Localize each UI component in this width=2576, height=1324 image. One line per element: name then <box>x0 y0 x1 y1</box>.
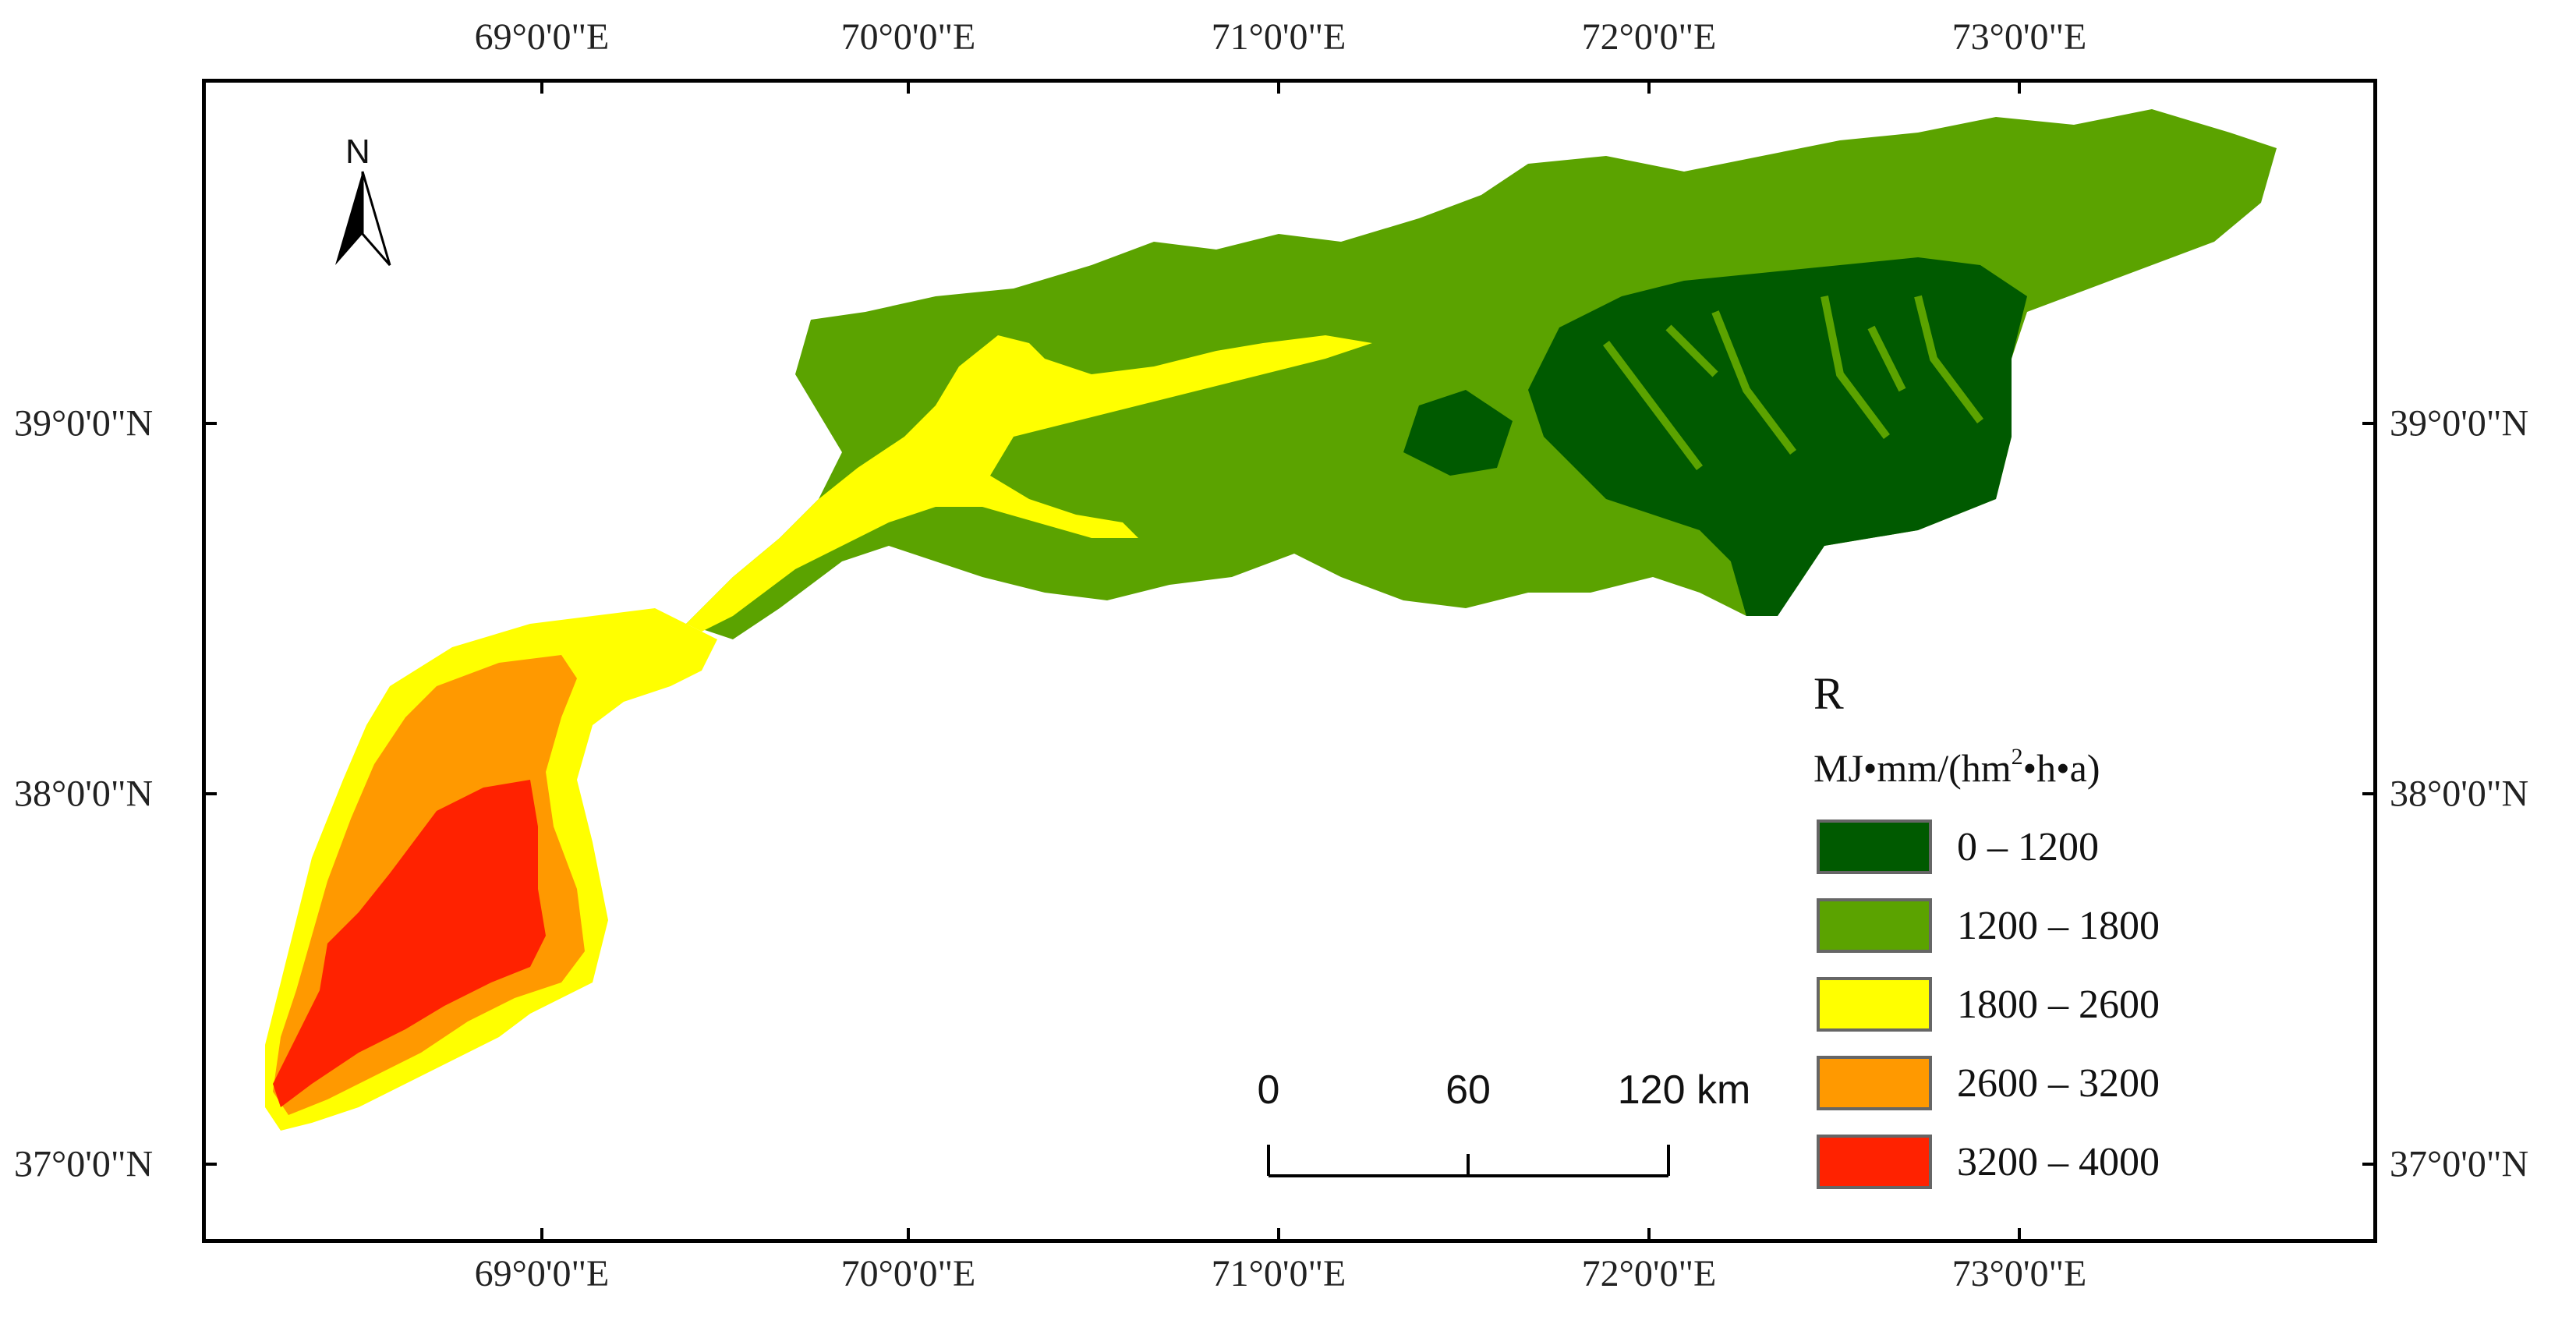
map-frame <box>202 79 2377 1243</box>
legend-item-0-1200: 0 – 1200 <box>1817 816 2099 877</box>
legend-label: 3200 – 4000 <box>1957 1139 2160 1184</box>
left-tick-39n: 39°0'0"N <box>14 402 154 444</box>
legend-label: 1200 – 1800 <box>1957 903 2160 948</box>
bottom-tick-73e: 73°0'0"E <box>1951 1253 2087 1294</box>
scale-bar <box>1267 1145 1670 1177</box>
north-label: N <box>345 133 370 171</box>
right-tick-37n: 37°0'0"N <box>2390 1143 2529 1185</box>
legend-item-1800-2600: 1800 – 2600 <box>1817 974 2160 1035</box>
bottom-tick-71e: 71°0'0"E <box>1211 1253 1346 1294</box>
zone-0-1200-lobe <box>1731 561 1793 616</box>
ridge-lines <box>1603 295 1983 470</box>
legend-swatch <box>1817 977 1932 1032</box>
top-tick-70e: 70°0'0"E <box>840 16 976 58</box>
scale-label-0: 0 <box>1257 1067 1280 1113</box>
legend-unit: MJ•mm/(hm2•h•a) <box>1813 744 2100 790</box>
frame-ticks <box>202 79 2377 1243</box>
legend-label: 2600 – 3200 <box>1957 1060 2160 1106</box>
bottom-tick-70e: 70°0'0"E <box>840 1253 976 1294</box>
top-tick-71e: 71°0'0"E <box>1211 16 1346 58</box>
legend-swatch <box>1817 1135 1932 1189</box>
bottom-tick-69e: 69°0'0"E <box>474 1253 610 1294</box>
top-tick-69e: 69°0'0"E <box>474 16 610 58</box>
legend-swatch <box>1817 820 1932 874</box>
zone-3200-4000 <box>273 780 546 1107</box>
right-tick-38n: 38°0'0"N <box>2390 773 2529 815</box>
scale-label-120: 120 km <box>1617 1067 1751 1113</box>
zone-0-1200-west <box>1403 390 1513 476</box>
legend-swatch <box>1817 1056 1932 1110</box>
scale-label-60: 60 <box>1445 1067 1491 1113</box>
legend-item-1200-1800: 1200 – 1800 <box>1817 895 2160 956</box>
legend-label: 0 – 1200 <box>1957 824 2099 869</box>
legend-item-3200-4000: 3200 – 4000 <box>1817 1131 2160 1192</box>
north-arrow-icon <box>335 171 391 266</box>
zone-1800-2600-valley <box>686 335 1372 632</box>
legend-label: 1800 – 2600 <box>1957 982 2160 1027</box>
bottom-tick-72e: 72°0'0"E <box>1581 1253 1717 1294</box>
top-tick-72e: 72°0'0"E <box>1581 16 1717 58</box>
left-tick-37n: 37°0'0"N <box>14 1143 154 1185</box>
left-tick-38n: 38°0'0"N <box>14 773 154 815</box>
legend-swatch <box>1817 898 1932 953</box>
right-tick-39n: 39°0'0"N <box>2390 402 2529 444</box>
top-tick-73e: 73°0'0"E <box>1951 16 2087 58</box>
zone-1200-1800 <box>686 109 2277 639</box>
legend-item-2600-3200: 2600 – 3200 <box>1817 1053 2160 1113</box>
legend-title: R <box>1813 668 1844 719</box>
